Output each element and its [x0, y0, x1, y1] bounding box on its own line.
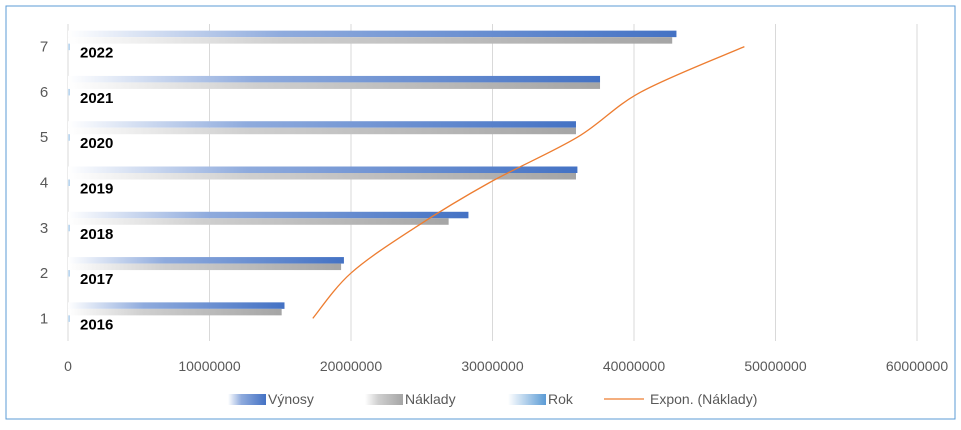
bar-rok	[68, 88, 70, 96]
bar-rok	[68, 179, 70, 186]
legend-trendline-label: Expon. (Náklady)	[650, 391, 757, 407]
bar-vynosy	[68, 75, 601, 83]
trendline-expon-naklady	[312, 46, 745, 319]
year-data-label: 2022	[80, 45, 113, 62]
bar-vynosy	[68, 302, 285, 309]
x-tick-label: 50000000	[744, 358, 807, 374]
bar-naklady	[68, 308, 282, 316]
bar-vynosy	[68, 166, 578, 173]
bar-rok	[68, 270, 70, 277]
bar-rok	[68, 224, 70, 232]
bar-naklady	[68, 37, 673, 44]
legend-naklady-label: Náklady	[405, 391, 456, 407]
x-tick-label: 0	[64, 358, 72, 374]
y-tick-label: 1	[40, 310, 48, 327]
bar-vynosy	[68, 121, 576, 128]
y-tick-label: 5	[40, 129, 48, 146]
x-tick-label: 30000000	[461, 358, 524, 374]
year-data-label: 2018	[80, 226, 113, 243]
y-tick-label: 3	[40, 220, 48, 237]
y-tick-label: 7	[40, 39, 48, 56]
year-data-label: 2019	[80, 181, 113, 198]
bar-rok	[68, 43, 70, 51]
y-tick-label: 2	[40, 265, 48, 282]
year-data-label: 2021	[80, 90, 113, 107]
x-tick-label: 40000000	[603, 358, 666, 374]
year-data-label: 2017	[80, 271, 113, 288]
legend-vynosy-label: Výnosy	[268, 391, 314, 407]
y-tick-label: 4	[40, 175, 48, 192]
legend-rok-swatch	[508, 394, 546, 405]
bar-vynosy	[68, 30, 677, 38]
bar-vynosy	[68, 257, 344, 264]
bar-naklady	[68, 263, 342, 271]
bar-vynosy	[68, 211, 469, 219]
year-data-label: 2016	[80, 316, 113, 333]
x-tick-label: 10000000	[178, 358, 241, 374]
legend-naklady-swatch	[365, 394, 403, 405]
bar-naklady	[68, 82, 601, 89]
legend-vynosy-swatch	[228, 394, 266, 405]
bar-naklady	[68, 173, 576, 180]
bar-rok	[68, 134, 70, 141]
legend-rok-label: Rok	[548, 391, 574, 407]
year-data-label: 2020	[80, 135, 113, 152]
y-tick-label: 6	[40, 84, 48, 101]
x-tick-label: 20000000	[320, 358, 383, 374]
x-tick-label: 60000000	[886, 358, 949, 374]
bar-rok	[68, 315, 70, 322]
bar-naklady	[68, 218, 449, 225]
bar-naklady	[68, 127, 576, 135]
